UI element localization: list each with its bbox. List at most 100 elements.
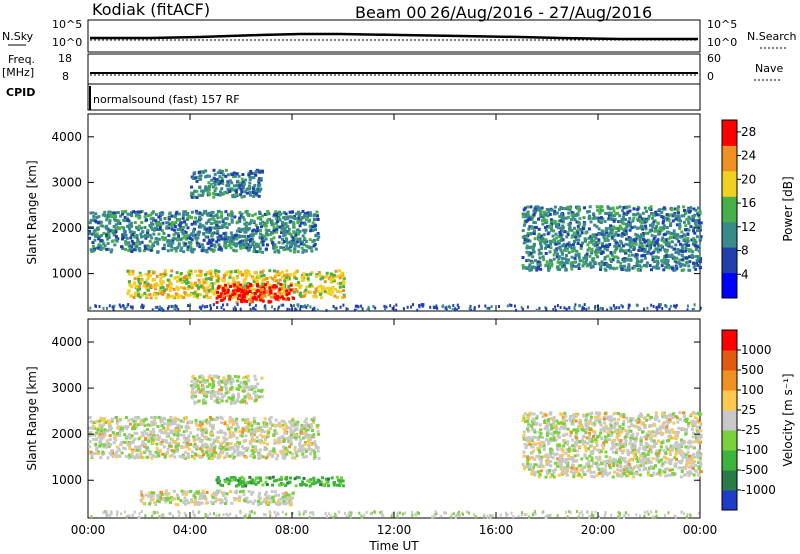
echo-cell [589,250,593,254]
echo-cell [209,272,213,276]
echo-cell [202,295,206,299]
echo-cell [190,454,194,458]
echo-cell [599,221,603,224]
echo-cell [690,253,694,257]
echo-cell [240,451,244,455]
echo-cell [144,449,148,453]
echo-cell [652,220,656,224]
echo-cell [579,247,583,250]
echo-cell [665,217,669,221]
echo-cell [670,208,674,212]
echo-cell [660,238,664,242]
echo-cell [136,275,140,279]
echo-cell [128,444,132,448]
echo-cell [205,291,208,295]
echo-cell [143,244,147,248]
echo-cell [237,387,241,391]
echo-cell [273,250,277,254]
beam-label: Beam 00 [355,3,427,22]
echo-cell [126,425,130,429]
echo-cell [209,396,213,400]
echo-cell [169,416,173,419]
echo-cell [622,211,626,215]
ground-scatter-cell [354,304,357,308]
echo-cell [91,426,95,430]
echo-cell [275,279,279,283]
echo-cell [101,432,105,436]
echo-cell [523,221,527,225]
echo-cell [236,451,240,455]
echo-cell [649,208,653,211]
echo-cell [220,187,224,191]
echo-cell [257,456,261,460]
echo-cell [216,381,220,384]
echo-cell [197,454,201,458]
echo-cell [316,446,320,450]
echo-cell [593,261,597,264]
echo-cell [135,453,139,457]
echo-cell [338,269,342,273]
echo-cell [681,250,685,254]
nsky-trace [90,32,698,41]
echo-cell [588,241,592,244]
echo-cell [282,211,286,215]
echo-cell [161,221,165,225]
echo-cell [251,214,255,217]
echo-cell [538,238,541,242]
echo-cell [153,417,157,421]
echo-cell [135,244,139,248]
echo-cell [111,231,115,235]
echo-cell [115,421,119,425]
echo-cell [301,432,305,436]
echo-cell [256,229,260,233]
echo-cell [644,227,648,231]
echo-cell [151,278,155,282]
echo-cell [255,289,259,293]
echo-cell [199,389,203,393]
echo-cell [282,247,286,251]
echo-cell [252,194,256,198]
echo-cell [264,285,268,288]
echo-cell [626,210,630,214]
ground-scatter-cell [385,305,388,309]
echo-cell [169,283,173,287]
echo-cell [224,174,228,178]
echo-cell [619,249,622,253]
echo-cell [252,287,256,291]
echo-cell [227,270,230,274]
echo-cell [299,291,303,295]
echo-cell [151,453,155,457]
echo-cell [691,242,695,246]
echo-cell [529,251,533,255]
ground-scatter-cell [445,308,448,312]
echo-cell [129,213,133,216]
echo-cell [691,214,695,218]
echo-cell [307,439,310,443]
echo-cell [252,421,256,425]
echo-cell [186,270,190,274]
echo-cell [627,268,631,272]
ground-scatter-cell [606,308,609,312]
ground-scatter-cell [239,307,242,311]
echo-cell [165,296,169,300]
nsearch-tick-top: 10^5 [707,18,738,31]
echo-cell [578,259,582,263]
echo-cell [228,190,232,193]
echo-cell [591,217,595,220]
echo-cell [671,219,675,223]
echo-cell [686,260,690,264]
echo-cell [321,476,324,480]
echo-cell [258,236,262,240]
echo-cell [159,291,163,295]
echo-cell [185,234,189,238]
echo-cell [679,263,683,267]
echo-cell [226,183,229,187]
echo-cell [588,205,592,209]
ground-scatter-cell [410,305,413,309]
echo-cell [228,179,232,183]
echo-cell [204,281,208,285]
echo-cell [236,220,240,224]
echo-cell [667,266,671,270]
echo-cell [675,251,678,254]
echo-cell [181,455,184,459]
